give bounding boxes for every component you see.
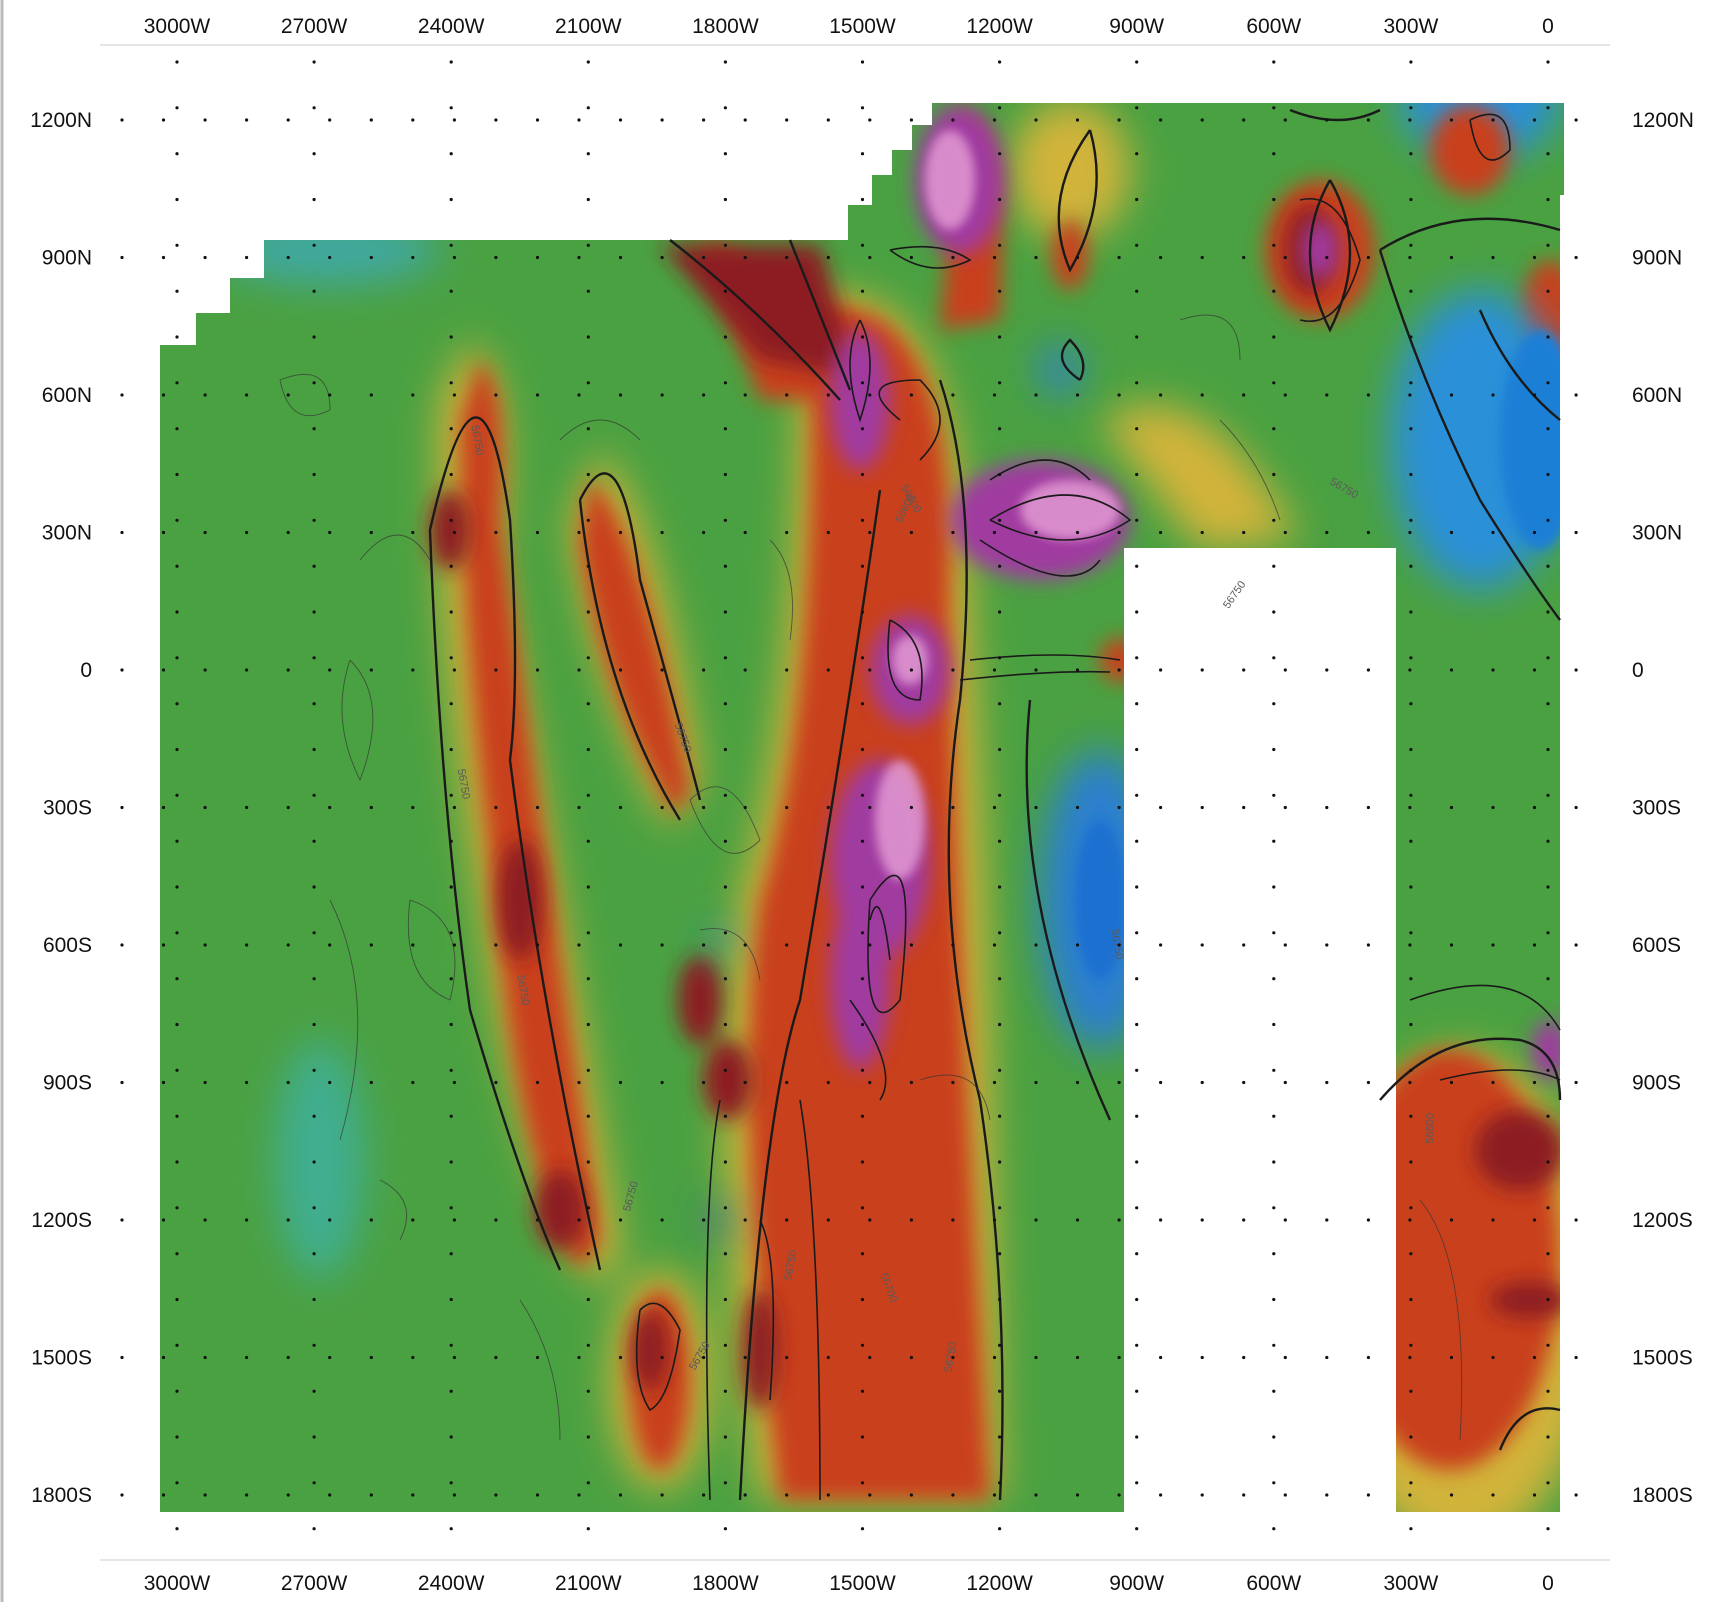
y-tick-label-right: 1200N	[1632, 109, 1694, 132]
x-axis-top: 3000W 2700W 2400W 2100W 1800W 1500W 1200W 900W 6…	[144, 15, 1554, 38]
x-tick-label-top: 300W	[1383, 15, 1438, 38]
y-tick-label-left: 600S	[43, 934, 92, 957]
y-tick-label-left: 600N	[42, 384, 92, 407]
y-tick-label-left: 900S	[43, 1072, 92, 1095]
y-axis-left: 1200N 900N 600N 300N 0 300S 600S 900S 1200S 1500S…	[30, 109, 92, 1507]
y-tick-label-right: 300N	[1632, 522, 1682, 545]
x-tick-label-bottom: 1500W	[829, 1572, 896, 1595]
y-tick-label-left: 1500S	[31, 1347, 92, 1370]
x-axis-bottom: 3000W 2700W 2400W 2100W 1800W 1500W 1200W 900W 6…	[144, 1572, 1554, 1595]
y-tick-label-left: 300N	[42, 522, 92, 545]
x-tick-label-top: 900W	[1109, 15, 1164, 38]
contour-label: 56750	[455, 768, 472, 800]
y-tick-label-right: 900S	[1632, 1072, 1681, 1095]
y-tick-label-right: 300S	[1632, 797, 1681, 820]
contour-label: 56750	[1108, 928, 1125, 960]
x-tick-label-top: 1500W	[829, 15, 896, 38]
contour-label: 56750	[942, 1341, 959, 1373]
contour-lines	[279, 108, 1562, 1501]
x-tick-label-top: 2400W	[418, 15, 485, 38]
contour-label: 56750	[1221, 579, 1248, 611]
x-tick-label-bottom: 0	[1542, 1572, 1554, 1595]
y-tick-label-right: 600S	[1632, 934, 1681, 957]
x-tick-label-bottom: 1200W	[966, 1572, 1033, 1595]
y-tick-label-left: 1200N	[30, 109, 92, 132]
x-tick-label-bottom: 2700W	[281, 1572, 348, 1595]
contour-label: 56750	[782, 1249, 799, 1281]
x-tick-label-top: 600W	[1246, 15, 1301, 38]
x-tick-label-bottom: 3000W	[144, 1572, 211, 1595]
contour-label: 56750	[514, 974, 531, 1006]
x-tick-label-bottom: 900W	[1109, 1572, 1164, 1595]
y-tick-label-right: 900N	[1632, 247, 1682, 270]
x-tick-label-bottom: 2400W	[418, 1572, 485, 1595]
y-tick-label-left: 1200S	[31, 1209, 92, 1232]
anomaly-color-field	[160, 103, 1564, 1512]
x-tick-label-top: 3000W	[144, 15, 211, 38]
x-tick-label-top: 2100W	[555, 15, 622, 38]
y-tick-label-right: 0	[1632, 659, 1644, 682]
x-tick-label-top: 1800W	[692, 15, 759, 38]
x-tick-label-top: 2700W	[281, 15, 348, 38]
x-tick-label-bottom: 600W	[1246, 1572, 1301, 1595]
x-tick-label-top: 0	[1542, 15, 1554, 38]
contour-label: 56750	[468, 424, 485, 456]
station-grid	[120, 60, 1578, 1531]
y-tick-label-right: 1500S	[1632, 1347, 1693, 1370]
x-tick-label-bottom: 1800W	[692, 1572, 759, 1595]
contour-label: 56600	[1425, 1113, 1437, 1144]
y-tick-label-left: 0	[80, 659, 92, 682]
y-tick-label-right: 1800S	[1632, 1484, 1693, 1507]
x-tick-label-top: 1200W	[966, 15, 1033, 38]
y-axis-right: 1200N 900N 600N 300N 0 300S 600S 900S 1200S 1500S…	[1632, 109, 1694, 1507]
x-tick-label-bottom: 2100W	[555, 1572, 622, 1595]
y-tick-label-left: 1800S	[31, 1484, 92, 1507]
y-tick-label-left: 900N	[42, 247, 92, 270]
y-tick-label-right: 1200S	[1632, 1209, 1693, 1232]
y-tick-label-left: 300S	[43, 797, 92, 820]
y-tick-label-right: 600N	[1632, 384, 1682, 407]
x-tick-label-bottom: 300W	[1383, 1572, 1438, 1595]
